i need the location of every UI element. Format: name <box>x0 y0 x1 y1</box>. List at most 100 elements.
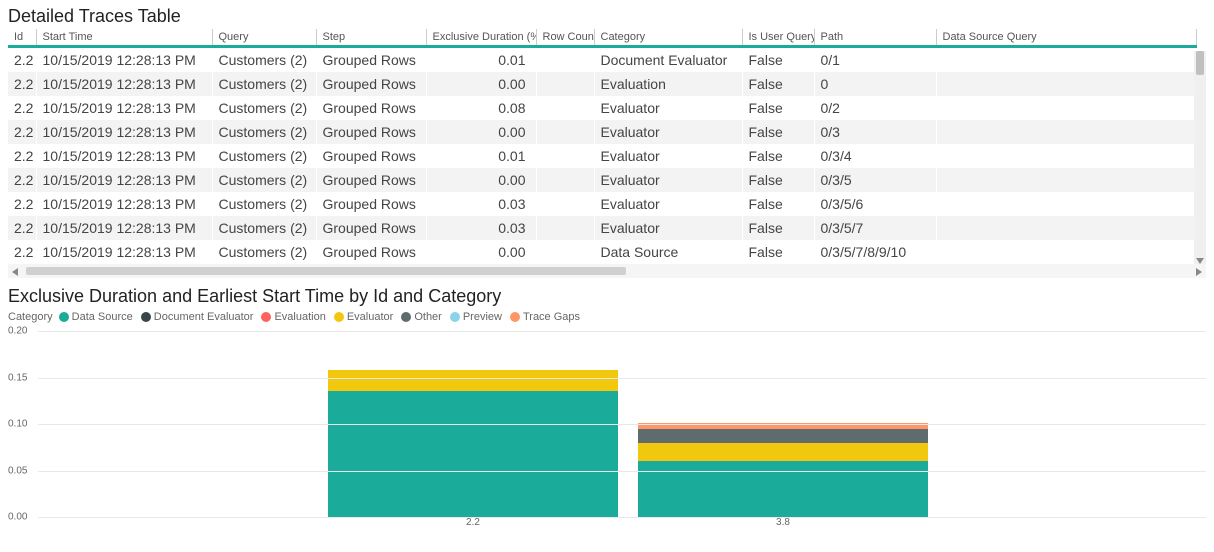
column-header-rowcount[interactable]: Row Count <box>536 29 594 47</box>
cell-cat: Evaluator <box>594 120 742 144</box>
cell-query: Customers (2) <box>212 96 316 120</box>
cell-path: 0/3/5/7/8/9/10 <box>814 240 936 264</box>
cell-id: 2.2 <box>8 47 36 73</box>
bar-segment[interactable] <box>328 391 618 517</box>
table-row[interactable]: 2.210/15/2019 12:28:13 PMCustomers (2)Gr… <box>8 47 1196 73</box>
cell-dur: 0.01 <box>426 144 536 168</box>
cell-step: Grouped Rows <box>316 192 426 216</box>
cell-id: 2.2 <box>8 96 36 120</box>
cell-dur: 0.08 <box>426 96 536 120</box>
legend-text: Evaluation <box>274 311 325 323</box>
column-header-query[interactable]: Query <box>212 29 316 47</box>
table-row[interactable]: 2.210/15/2019 12:28:13 PMCustomers (2)Gr… <box>8 120 1196 144</box>
column-header-user[interactable]: Is User Query <box>742 29 814 47</box>
cell-id: 2.2 <box>8 72 36 96</box>
cell-dsq <box>936 240 1196 264</box>
cell-step: Grouped Rows <box>316 47 426 73</box>
legend-item[interactable]: Trace Gaps <box>510 311 580 323</box>
chevron-right-icon[interactable] <box>1196 268 1202 276</box>
cell-id: 2.2 <box>8 216 36 240</box>
legend-text: Evaluator <box>347 311 393 323</box>
column-header-id[interactable]: Id <box>8 29 36 47</box>
table-row[interactable]: 2.210/15/2019 12:28:13 PMCustomers (2)Gr… <box>8 144 1196 168</box>
table-row[interactable]: 2.210/15/2019 12:28:13 PMCustomers (2)Gr… <box>8 72 1196 96</box>
table-row[interactable]: 2.210/15/2019 12:28:13 PMCustomers (2)Gr… <box>8 192 1196 216</box>
cell-dur: 0.00 <box>426 168 536 192</box>
column-header-dsq[interactable]: Data Source Query <box>936 29 1196 47</box>
cell-dsq <box>936 216 1196 240</box>
cell-step: Grouped Rows <box>316 216 426 240</box>
cell-user: False <box>742 240 814 264</box>
cell-rowcount <box>536 144 594 168</box>
column-header-cat[interactable]: Category <box>594 29 742 47</box>
cell-step: Grouped Rows <box>316 96 426 120</box>
table-row[interactable]: 2.210/15/2019 12:28:13 PMCustomers (2)Gr… <box>8 240 1196 264</box>
legend-item[interactable]: Document Evaluator <box>141 311 254 323</box>
cell-dsq <box>936 144 1196 168</box>
table-row[interactable]: 2.210/15/2019 12:28:13 PMCustomers (2)Gr… <box>8 168 1196 192</box>
cell-path: 0/3/5 <box>814 168 936 192</box>
legend-item[interactable]: Evaluation <box>261 311 325 323</box>
traces-table: IdStart TimeQueryStepExclusive Duration … <box>8 29 1197 264</box>
cell-start: 10/15/2019 12:28:13 PM <box>36 240 212 264</box>
table-header-row: IdStart TimeQueryStepExclusive Duration … <box>8 29 1196 47</box>
legend-item[interactable]: Preview <box>450 311 502 323</box>
horizontal-scrollbar[interactable] <box>8 264 1206 278</box>
column-header-dur[interactable]: Exclusive Duration (%) <box>426 29 536 47</box>
cell-dsq <box>936 120 1196 144</box>
y-tick-label: 0.15 <box>8 372 27 383</box>
cell-step: Grouped Rows <box>316 144 426 168</box>
cell-start: 10/15/2019 12:28:13 PM <box>36 72 212 96</box>
cell-path: 0/2 <box>814 96 936 120</box>
chart-x-axis: 2.23.8 <box>8 517 1206 531</box>
chart-plot-area: 0.000.050.100.150.20 <box>8 331 1206 517</box>
cell-user: False <box>742 96 814 120</box>
legend-item[interactable]: Data Source <box>59 311 133 323</box>
cell-start: 10/15/2019 12:28:13 PM <box>36 192 212 216</box>
cell-id: 2.2 <box>8 192 36 216</box>
column-header-path[interactable]: Path <box>814 29 936 47</box>
cell-query: Customers (2) <box>212 47 316 73</box>
cell-start: 10/15/2019 12:28:13 PM <box>36 168 212 192</box>
bar-segment[interactable] <box>328 370 618 391</box>
legend-item[interactable]: Other <box>401 311 442 323</box>
cell-id: 2.2 <box>8 144 36 168</box>
cell-path: 0/3/5/7 <box>814 216 936 240</box>
cell-dsq <box>936 192 1196 216</box>
chart-container: Exclusive Duration and Earliest Start Ti… <box>8 286 1206 531</box>
bar[interactable] <box>328 370 618 517</box>
legend-swatch-icon <box>59 312 69 322</box>
cell-step: Grouped Rows <box>316 72 426 96</box>
cell-query: Customers (2) <box>212 240 316 264</box>
column-header-start[interactable]: Start Time <box>36 29 212 47</box>
vertical-scrollbar[interactable] <box>1194 51 1206 264</box>
cell-dsq <box>936 72 1196 96</box>
cell-cat: Evaluator <box>594 144 742 168</box>
legend-text: Data Source <box>72 311 133 323</box>
traces-table-container: IdStart TimeQueryStepExclusive Duration … <box>8 29 1206 278</box>
column-header-step[interactable]: Step <box>316 29 426 47</box>
y-tick-label: 0.05 <box>8 465 27 476</box>
cell-cat: Evaluator <box>594 96 742 120</box>
table-row[interactable]: 2.210/15/2019 12:28:13 PMCustomers (2)Gr… <box>8 96 1196 120</box>
y-tick-label: 0.10 <box>8 419 27 430</box>
legend-item[interactable]: Evaluator <box>334 311 393 323</box>
bar-segment[interactable] <box>638 429 928 443</box>
cell-query: Customers (2) <box>212 216 316 240</box>
chevron-left-icon[interactable] <box>12 268 18 276</box>
table-row[interactable]: 2.210/15/2019 12:28:13 PMCustomers (2)Gr… <box>8 216 1196 240</box>
bar-segment[interactable] <box>638 443 928 462</box>
cell-start: 10/15/2019 12:28:13 PM <box>36 47 212 73</box>
cell-step: Grouped Rows <box>316 240 426 264</box>
scrollbar-thumb[interactable] <box>26 267 626 275</box>
cell-cat: Evaluator <box>594 216 742 240</box>
chart-legend: CategoryData SourceDocument EvaluatorEva… <box>8 311 1206 323</box>
legend-swatch-icon <box>510 312 520 322</box>
gridline <box>38 471 1206 472</box>
y-tick-label: 0.20 <box>8 326 27 337</box>
scrollbar-thumb[interactable] <box>1196 51 1204 75</box>
legend-text: Other <box>414 311 442 323</box>
cell-dur: 0.00 <box>426 240 536 264</box>
cell-user: False <box>742 168 814 192</box>
cell-rowcount <box>536 192 594 216</box>
